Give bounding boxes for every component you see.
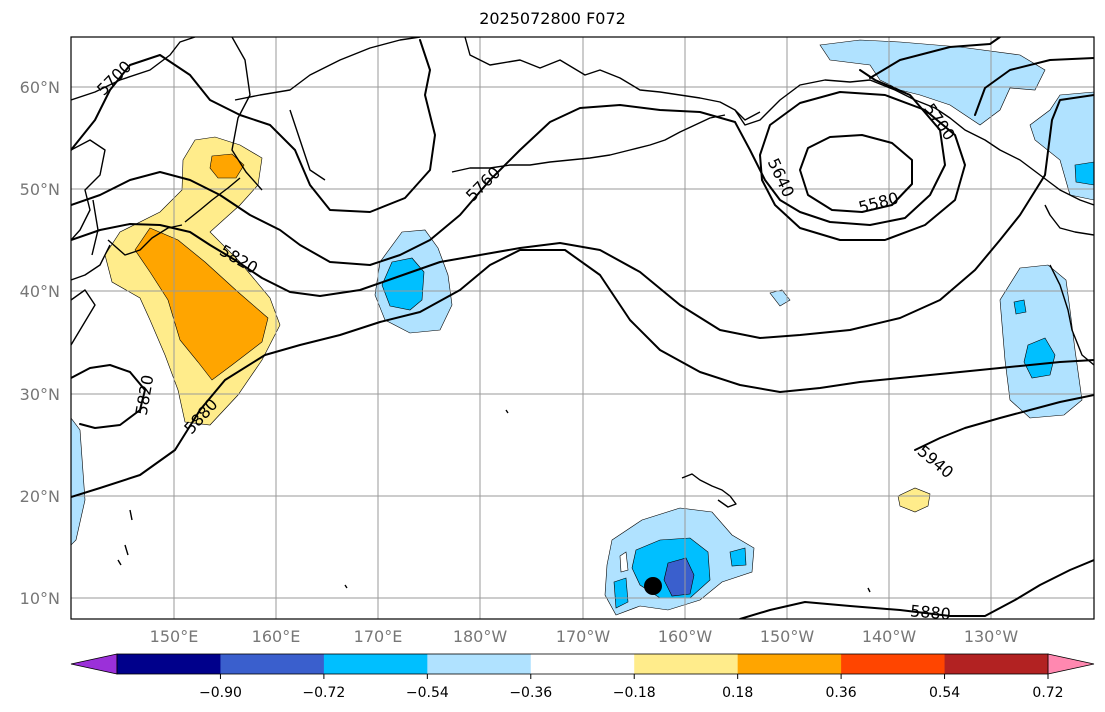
negative-spot-west-coast	[1013, 299, 1027, 315]
contour-label-5880-south: 5880	[909, 601, 951, 623]
contour-5940	[914, 394, 1094, 451]
gridlines	[71, 37, 1094, 619]
colorbar-segment	[634, 654, 739, 674]
coast-alaska-gulf	[734, 109, 761, 121]
anomaly-fields	[71, 39, 1094, 616]
lon-label-160w: 160°W	[658, 627, 713, 646]
coast-okhotsk	[71, 139, 106, 241]
colorbar-tick-label: 0.72	[1032, 685, 1063, 701]
height-contours	[71, 37, 1094, 619]
lon-label-130w: 130°W	[964, 627, 1019, 646]
coast-chukotka	[234, 37, 421, 101]
location-marker	[644, 577, 662, 595]
orange-spot-north	[209, 153, 245, 179]
lat-label-50: 50°N	[20, 180, 60, 199]
positive-spot-east	[897, 487, 931, 513]
colorbar-tick-label: 0.36	[826, 685, 857, 701]
lon-label-140w: 140°W	[862, 627, 917, 646]
coast-hawaii	[681, 473, 737, 508]
colorbar-tick-label: −0.18	[613, 685, 656, 701]
colorbar-extend-right	[1047, 653, 1095, 675]
colorbar-frame	[116, 653, 1049, 675]
contour-5880-west	[71, 249, 1094, 498]
lat-label-30: 30°N	[20, 385, 60, 404]
contour-5760	[71, 69, 946, 266]
colorbar-tick-label: −0.72	[302, 685, 345, 701]
lon-label-160e: 160°E	[252, 627, 301, 646]
colorbar-tick-label: −0.36	[509, 685, 552, 701]
contour-5820-west	[71, 94, 1094, 339]
coast-aleutians	[451, 114, 726, 173]
latitude-labels: 60°N 50°N 40°N 30°N 20°N 10°N	[20, 78, 60, 608]
coast-kuril	[184, 177, 241, 223]
contour-5700-east	[869, 37, 1001, 79]
lon-label-150e: 150°E	[150, 627, 199, 646]
contour-5760-east	[974, 57, 1094, 116]
coast-west-us	[1049, 264, 1094, 366]
colorbar-segment	[944, 654, 1049, 674]
lat-label-20: 20°N	[20, 487, 60, 506]
colorbar-segment	[220, 654, 325, 674]
contour-5580	[799, 134, 913, 213]
lon-label-150w: 150°W	[760, 627, 815, 646]
colorbar-extend-left	[70, 653, 118, 675]
colorbar-tick-label: −0.90	[199, 685, 242, 701]
negative-anomaly-west-edge	[71, 417, 86, 546]
negative-core-west-coast	[1023, 337, 1056, 379]
map-title: 2025072800 F072	[479, 9, 626, 28]
contour-5640	[759, 91, 966, 241]
contour-5700-west	[71, 39, 436, 213]
colorbar-segment	[530, 654, 635, 674]
negative-spot-far-east	[1074, 161, 1094, 186]
coastlines	[71, 37, 1094, 593]
lon-label-170w: 170°W	[556, 627, 611, 646]
lon-label-170e: 170°E	[354, 627, 403, 646]
lat-label-40: 40°N	[20, 282, 60, 301]
lon-label-180w: 180°W	[453, 627, 508, 646]
colorbar-segment	[427, 654, 532, 674]
negative-spot-west	[613, 577, 629, 609]
coast-sea-of-okhotsk	[289, 109, 326, 181]
coast-kamchatka	[231, 37, 263, 191]
negative-core-tropical	[663, 557, 695, 597]
coast-bc	[1044, 204, 1094, 236]
coast-alaska-west	[464, 37, 1094, 206]
colorbar-tick-label: 0.54	[929, 685, 960, 701]
colorbar-segment	[117, 654, 221, 674]
neutral-hole	[619, 551, 629, 573]
colorbar-tick-label: 0.18	[722, 685, 753, 701]
colorbar-segment	[737, 654, 842, 674]
orange-core-west	[134, 227, 269, 381]
colorbar-tick-label: −0.54	[406, 685, 449, 701]
lat-label-10: 10°N	[20, 589, 60, 608]
colorbar-segment	[841, 654, 946, 674]
plot-frame	[70, 36, 1095, 620]
colorbar-segment	[323, 654, 428, 674]
longitude-labels: 150°E 160°E 170°E 180°W 170°W 160°W 150°…	[150, 627, 1019, 646]
contour-5880-south	[739, 559, 1094, 619]
contour-5820-small	[71, 364, 146, 429]
lat-label-60: 60°N	[20, 78, 60, 97]
coast-asia	[71, 37, 196, 101]
coast-islands	[117, 409, 871, 593]
negative-spot-east	[729, 547, 747, 567]
colorbar: −0.90 −0.72 −0.54 −0.36 −0.18 0.18 0.36 0.54 0.7…	[70, 653, 1095, 701]
